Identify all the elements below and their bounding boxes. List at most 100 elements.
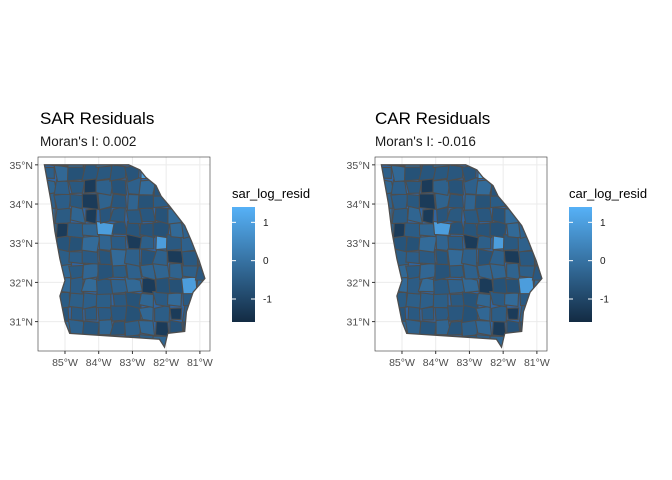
longitude-tick-label: 83°W	[457, 357, 483, 369]
county-polygon	[418, 164, 436, 182]
county-polygon	[403, 164, 422, 182]
county-polygon	[448, 220, 465, 236]
county-polygon	[447, 235, 464, 251]
county-polygon	[66, 222, 85, 239]
county-polygon	[419, 292, 436, 310]
county-polygon	[81, 164, 99, 182]
county-polygon	[447, 193, 465, 209]
longitude-tick-label: 85°W	[389, 357, 415, 369]
county-polygon	[418, 235, 438, 253]
legend-tick-label: 0	[600, 256, 606, 267]
legend-tick-label: -1	[263, 295, 272, 306]
sar-legend: sar_log_resid 1 0 -1	[232, 186, 310, 322]
county-polygon	[418, 193, 437, 211]
county-polygon	[475, 205, 494, 223]
county-polygon	[82, 292, 99, 310]
county-polygon	[390, 192, 409, 211]
longitude-tick-label: 81°W	[524, 357, 550, 369]
sar-map: 35°N 34°N 33°N 32°N 31°N 85°W 84°W 83°W 82°W 81°W	[10, 156, 213, 369]
county-polygon	[447, 178, 465, 196]
county-polygon	[403, 222, 422, 239]
county-polygon	[166, 291, 183, 308]
county-polygon	[432, 220, 452, 236]
county-polygon	[180, 250, 199, 267]
county-polygon	[84, 306, 98, 321]
latitude-tick-label: 35°N	[10, 160, 33, 172]
state-outline	[43, 164, 206, 349]
county-polygon	[404, 164, 421, 168]
sar-title: SAR Residuals	[40, 109, 154, 128]
longitude-tick-label: 84°W	[86, 357, 112, 369]
county-polygon	[98, 318, 115, 336]
county-polygon	[166, 249, 184, 265]
legend-tick-label: 1	[263, 218, 269, 229]
legend-tick-label: 0	[263, 256, 269, 267]
county-polygon	[506, 262, 521, 281]
car-map: 35°N 34°N 33°N 32°N 31°N 85°W 84°W 83°W 82°W 81°W	[347, 156, 550, 369]
county-polygon	[53, 179, 71, 196]
latitude-tick-label: 34°N	[347, 199, 370, 211]
county-polygon	[95, 220, 115, 236]
county-polygon	[124, 276, 144, 294]
latitude-tick-label: 32°N	[10, 277, 33, 289]
county-polygon	[110, 235, 127, 251]
county-polygon	[421, 306, 435, 321]
county-polygon	[95, 292, 112, 309]
county-polygon	[474, 319, 493, 337]
car-title: CAR Residuals	[375, 109, 490, 128]
county-polygon	[81, 235, 101, 253]
county-polygon	[517, 250, 536, 267]
county-polygon	[110, 193, 128, 209]
county-polygon	[475, 292, 492, 309]
county-polygon	[137, 319, 156, 337]
car-legend-title: car_log_resid	[569, 186, 647, 201]
car-legend: car_log_resid 1 0 -1	[569, 186, 647, 322]
county-polygon	[95, 164, 112, 169]
latitude-tick-label: 35°N	[347, 160, 370, 172]
county-polygon	[81, 320, 101, 336]
county-polygon	[67, 164, 84, 168]
county-polygon	[169, 262, 184, 281]
county-polygon	[124, 164, 141, 183]
county-polygon	[390, 179, 408, 196]
latitude-tick-label: 34°N	[10, 199, 33, 211]
county-polygon	[109, 164, 127, 182]
sar-legend-colorbar	[232, 207, 255, 322]
county-polygon	[169, 307, 183, 321]
county-polygon	[81, 262, 100, 281]
county-polygon	[446, 164, 464, 182]
county-polygon	[506, 307, 520, 321]
county-polygon	[491, 304, 508, 323]
latitude-tick-label: 31°N	[347, 317, 370, 329]
latitude-tick-label: 33°N	[347, 238, 370, 250]
longitude-tick-label: 82°W	[490, 357, 516, 369]
sar-panel: SAR Residuals Moran's I: 0.002 35°N 34°N 3…	[10, 109, 311, 369]
car-panel: CAR Residuals Moran's I: -0.016 35°N 34°N…	[347, 109, 648, 369]
county-polygon	[389, 164, 407, 167]
county-polygon	[434, 249, 449, 266]
county-polygon	[81, 193, 100, 211]
county-polygon	[405, 264, 421, 280]
county-polygon	[461, 276, 481, 294]
longitude-tick-label: 82°W	[153, 357, 179, 369]
county-polygon	[432, 292, 449, 309]
longitude-tick-label: 83°W	[120, 357, 146, 369]
longitude-tick-label: 81°W	[187, 357, 213, 369]
county-polygon	[418, 262, 437, 281]
county-polygon	[418, 320, 438, 336]
map-panel-border	[37, 156, 211, 352]
sar-subtitle: Moran's I: 0.002	[40, 134, 136, 149]
car-legend-colorbar	[569, 207, 592, 322]
latitude-tick-label: 32°N	[347, 277, 370, 289]
county-polygon	[97, 249, 112, 266]
county-polygon	[66, 164, 85, 182]
state-outline	[380, 164, 543, 349]
county-polygon	[422, 208, 435, 225]
county-polygon	[503, 249, 521, 265]
county-polygon	[432, 164, 449, 169]
county-polygon	[461, 164, 478, 183]
county-polygon	[404, 180, 423, 194]
county-polygon	[503, 291, 520, 308]
county-polygon	[154, 304, 171, 323]
county-polygon	[111, 220, 128, 236]
